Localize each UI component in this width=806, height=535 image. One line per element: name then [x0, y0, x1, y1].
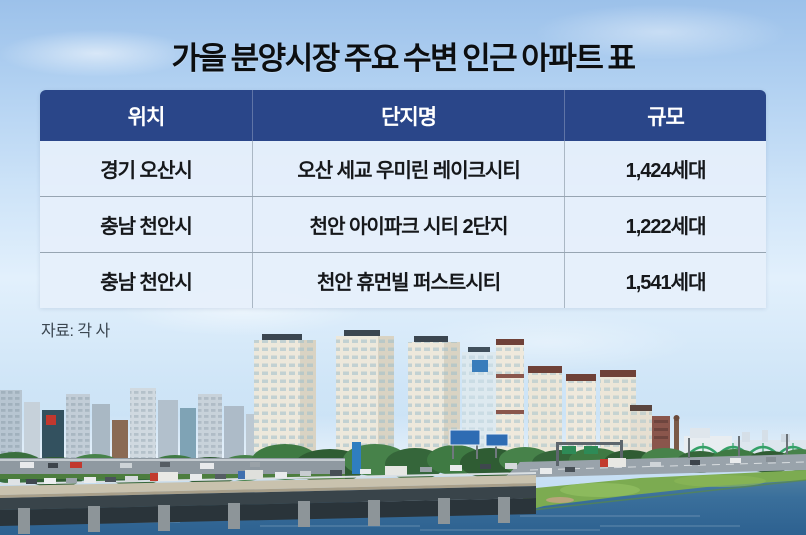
left-city-skyline [0, 388, 262, 470]
red-billboard [46, 415, 56, 425]
tower-logo-sign [472, 360, 488, 372]
highway-signs [352, 429, 509, 474]
grass-embankment [508, 470, 806, 514]
cell-location: 충남 천안시 [100, 272, 193, 294]
bridge-piers [18, 497, 510, 534]
page-title: 가을 분양시장 주요 수변 인근 아파트 표 [171, 41, 637, 76]
column-header-scale: 규모 [564, 90, 766, 141]
riverside-road [505, 434, 806, 478]
table-row: 충남 천안시 천안 아이파크 시티 2단지 1,222세대 [40, 196, 766, 252]
cell-units: 1,222세대 [564, 197, 766, 252]
elevated-bridge [0, 463, 537, 534]
cell-complex-name: 천안 아이파크 시티 2단지 [251, 197, 564, 252]
apartment-table: 위치 단지명 규모 경기 오산시 오산 세교 우미린 레이크시티 1,424세대… [40, 90, 766, 308]
cell-complex-name: 천안 휴먼빌 퍼스트시티 [251, 253, 564, 308]
source-note: 자료: 각 사 [41, 323, 110, 340]
right-apartment-towers [496, 339, 652, 458]
cell-units: 1,541세대 [564, 253, 766, 308]
column-header-complex-name: 단지명 [251, 90, 564, 141]
cell-location: 충남 천안시 [100, 216, 193, 238]
cell-complex-name: 오산 세교 우미린 레이크시티 [251, 141, 564, 196]
column-header-location: 위치 [127, 105, 166, 129]
table-row: 충남 천안시 천안 휴먼빌 퍼스트시티 1,541세대 [40, 252, 766, 308]
cell-location: 경기 오산시 [100, 160, 193, 182]
bridge-traffic [8, 463, 517, 485]
table-row: 경기 오산시 오산 세교 우미린 레이크시티 1,424세대 [40, 141, 766, 196]
cell-units: 1,424세대 [564, 141, 766, 196]
table-header-row: 위치 단지명 규모 [40, 90, 766, 141]
city-river-photo [0, 330, 806, 535]
